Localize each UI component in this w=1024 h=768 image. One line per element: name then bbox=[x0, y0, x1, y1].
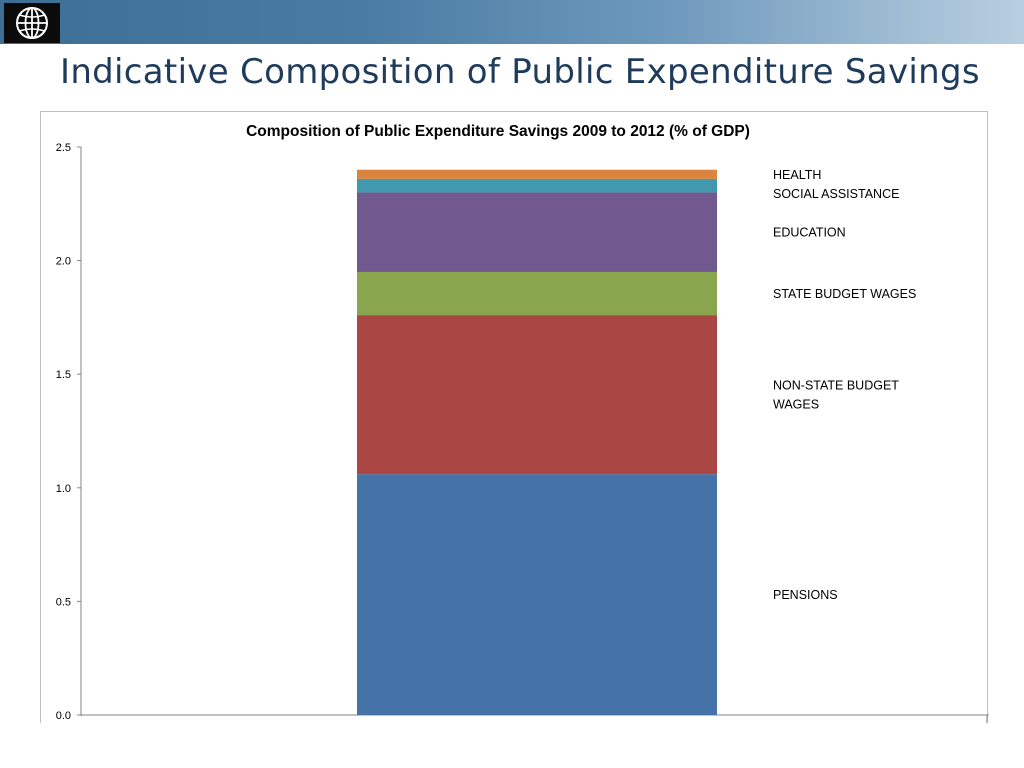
series-label: WAGES bbox=[773, 398, 819, 412]
slide-title: Indicative Composition of Public Expendi… bbox=[60, 52, 980, 92]
chart-frame: Composition of Public Expenditure Saving… bbox=[40, 111, 989, 723]
series-label: EDUCATION bbox=[773, 226, 846, 240]
globe-icon bbox=[16, 7, 48, 39]
series-label: SOCIAL ASSISTANCE bbox=[773, 187, 899, 201]
stacked-bar-chart: Composition of Public Expenditure Saving… bbox=[56, 123, 989, 723]
y-tick-label: 1.0 bbox=[56, 483, 71, 495]
bar-segment bbox=[357, 178, 717, 193]
y-tick-label: 2.0 bbox=[56, 256, 71, 268]
y-tick-label: 0.0 bbox=[56, 710, 71, 722]
y-tick-label: 0.5 bbox=[56, 596, 71, 608]
bar-segment bbox=[357, 474, 717, 715]
series-label: STATE BUDGET WAGES bbox=[773, 287, 916, 301]
bar-segment bbox=[357, 169, 717, 179]
y-tick-label: 2.5 bbox=[56, 142, 71, 154]
bar-segment bbox=[357, 315, 717, 475]
world-bank-logo bbox=[4, 3, 60, 43]
series-label: PENSIONS bbox=[773, 588, 838, 602]
chart-title: Composition of Public Expenditure Saving… bbox=[246, 123, 750, 140]
top-banner bbox=[0, 0, 1024, 44]
y-tick-label: 1.5 bbox=[56, 369, 71, 381]
series-label: HEALTH bbox=[773, 168, 821, 182]
bar-segment bbox=[357, 192, 717, 272]
bar-segment bbox=[357, 271, 717, 316]
series-label: NON-STATE BUDGET bbox=[773, 379, 899, 393]
